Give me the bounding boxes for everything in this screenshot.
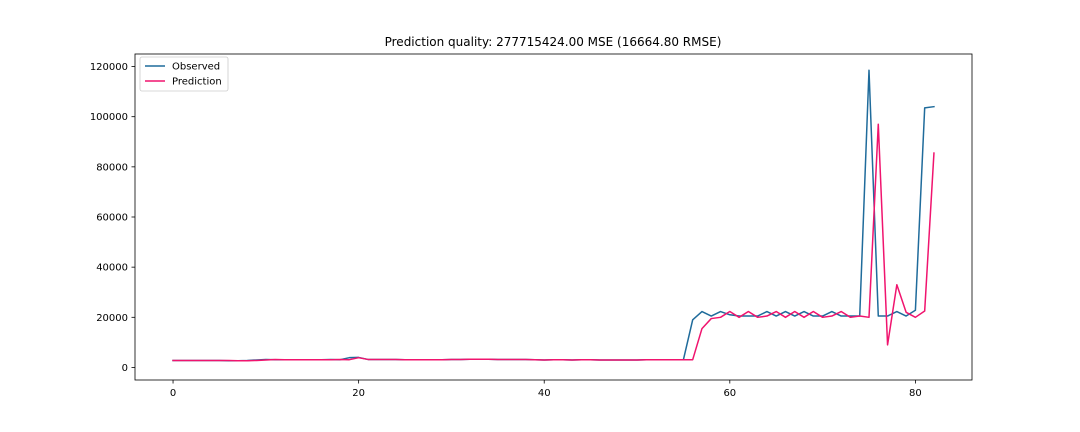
x-tick-label: 60	[723, 388, 736, 399]
x-tick-label: 40	[538, 388, 551, 399]
legend-label-observed: Observed	[172, 62, 220, 73]
x-tick-label: 20	[352, 388, 365, 399]
legend: Observed Prediction	[139, 56, 229, 92]
legend-label-prediction: Prediction	[172, 77, 222, 88]
y-tick-label: 60000	[96, 213, 128, 224]
plot-frame	[134, 53, 973, 381]
y-tick-label: 40000	[96, 263, 128, 274]
x-tick-label: 0	[170, 388, 176, 399]
series-line-prediction	[172, 123, 935, 362]
y-tick-label: 0	[122, 363, 128, 374]
series-line-observed	[172, 69, 935, 362]
chart-title: Prediction quality: 277715424.00 MSE (16…	[385, 35, 722, 49]
axes: 0 20 40 60 80 0 20000 40000 60000 80000 100000 1200…	[90, 53, 973, 399]
y-tick-label: 20000	[96, 313, 128, 324]
x-tick-label: 80	[909, 388, 922, 399]
y-tick-label: 100000	[90, 112, 128, 123]
y-tick-label: 120000	[90, 62, 128, 73]
y-tick-label: 80000	[96, 162, 128, 173]
series-layer	[172, 69, 935, 362]
